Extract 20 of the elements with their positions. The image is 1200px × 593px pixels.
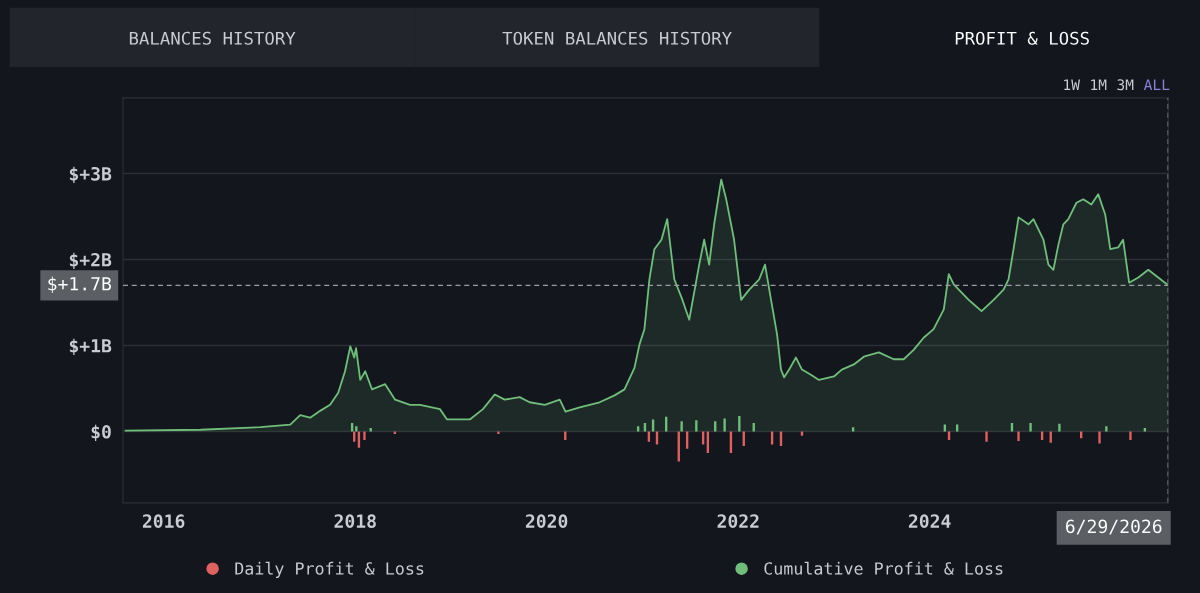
- ref-line-label: 6/29/2026: [1065, 519, 1162, 535]
- ref-line-label: $+1.7B: [48, 276, 112, 293]
- x-tick-label: 2018: [334, 514, 376, 528]
- text: 3M: [1117, 79, 1134, 91]
- text: ALL: [1143, 79, 1170, 91]
- text: BALANCES HISTORY: [129, 31, 296, 45]
- text: TOKEN BALANCES HISTORY: [502, 31, 732, 45]
- y-tick-label: $+3B: [69, 166, 112, 184]
- y-tick-label: $+1B: [69, 338, 112, 356]
- text: PROFIT & LOSS: [955, 31, 1089, 45]
- y-tick-label: $0: [91, 424, 111, 442]
- x-tick-label: 2022: [717, 514, 759, 528]
- y-tick-label: $+2B: [69, 252, 112, 270]
- text: 1W: [1064, 79, 1080, 91]
- x-tick-label: 2020: [525, 514, 568, 528]
- text: 1M: [1091, 79, 1107, 91]
- legend-label: Cumulative Profit & Loss: [764, 561, 1003, 575]
- legend-label: Daily Profit & Loss: [235, 561, 424, 578]
- x-tick-label: 2024: [908, 514, 951, 528]
- x-tick-label: 2016: [142, 514, 185, 528]
